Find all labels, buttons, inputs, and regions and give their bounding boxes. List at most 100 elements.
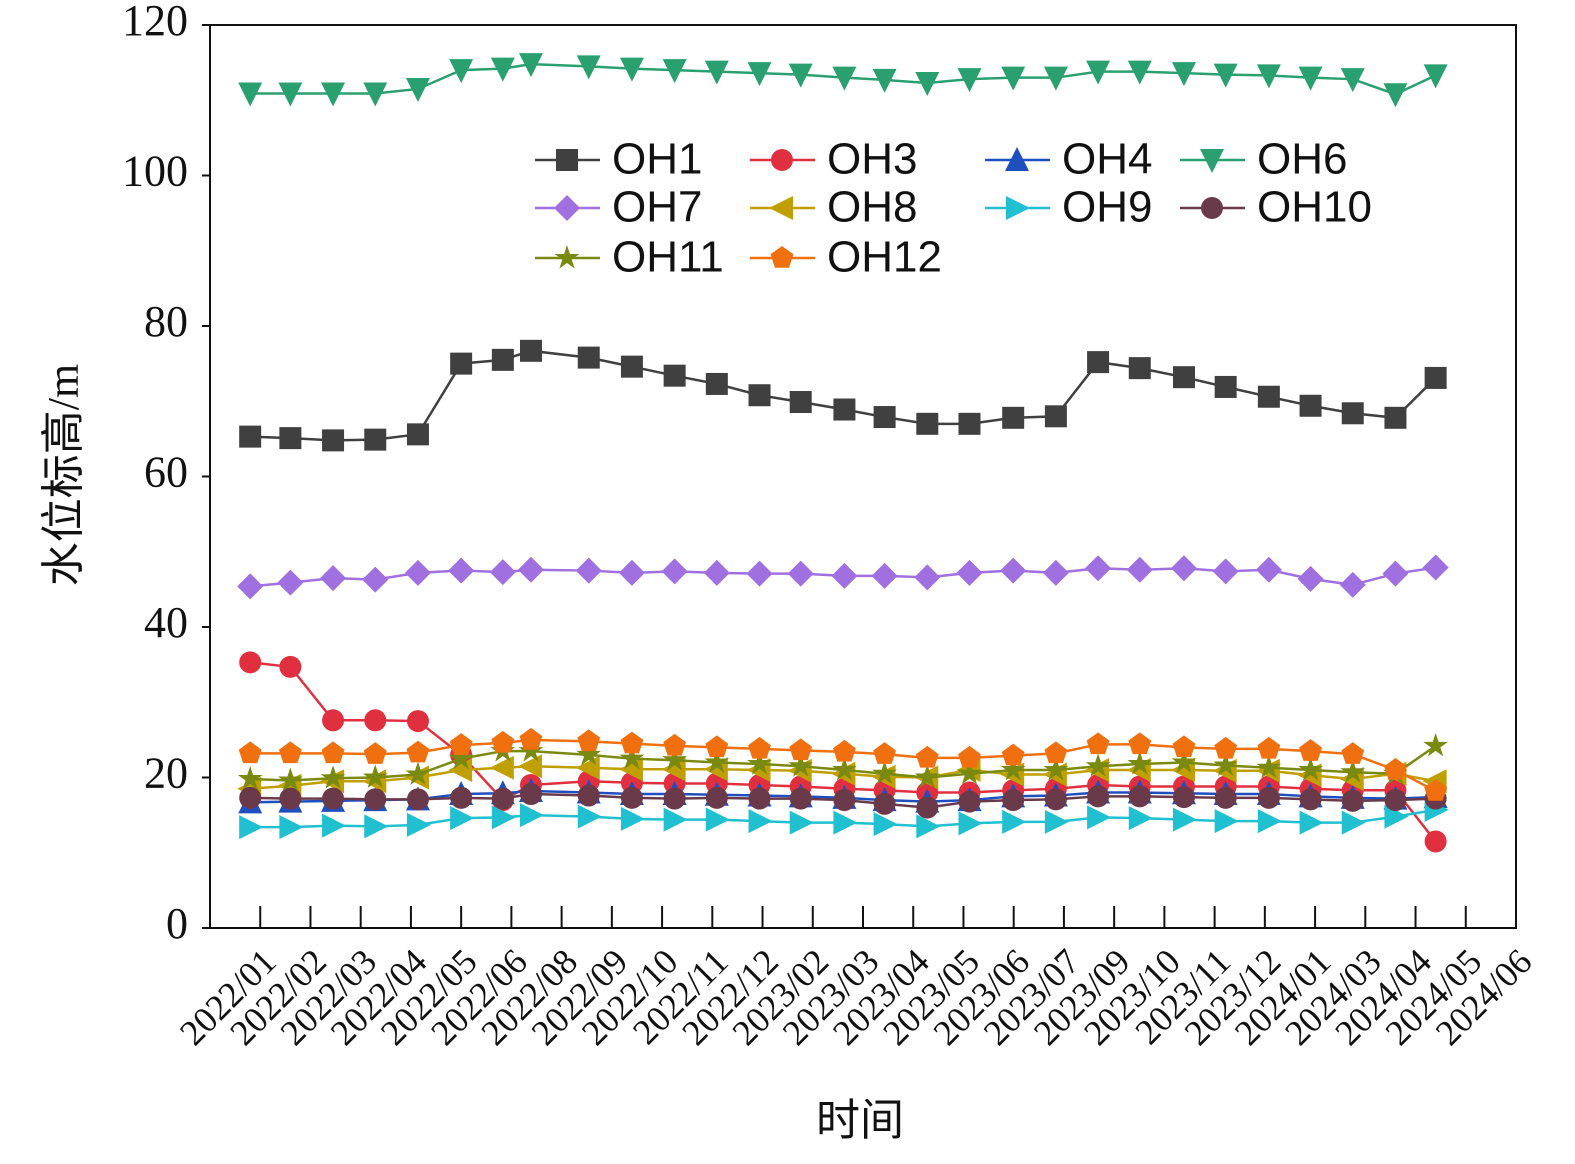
marker [576,741,602,766]
marker [958,811,983,836]
legend-label: OH8 [827,183,917,232]
marker [1087,351,1110,374]
marker [1257,809,1282,834]
marker [957,68,982,93]
marker [554,245,580,269]
marker [364,814,389,839]
marker [1087,785,1110,808]
legend-item: OH9 [985,183,1152,232]
marker [322,813,347,838]
legend-label: OH4 [1062,135,1152,184]
marker [705,372,728,395]
marker [705,786,728,809]
marker [575,557,602,584]
marker [491,730,515,753]
marker [448,745,474,770]
marker [620,786,643,809]
marker [661,558,688,585]
marker [491,787,514,810]
marker [914,564,941,591]
legend-label: OH6 [1257,135,1347,184]
marker [1424,779,1448,801]
legend-label: OH12 [827,233,942,282]
marker [491,805,516,830]
legend-label: OH9 [1062,183,1152,232]
marker [556,149,578,171]
marker [831,562,858,589]
marker [238,741,262,764]
marker [279,427,302,450]
marker [956,559,983,586]
marker [1341,810,1366,835]
marker [620,806,645,831]
marker [1213,752,1239,776]
marker [748,384,771,407]
marker [406,740,430,763]
marker [663,807,688,832]
marker [450,786,473,809]
legend-label: OH7 [612,183,702,232]
marker [279,655,302,678]
marker [1384,406,1407,429]
marker [789,810,814,835]
series [239,339,1447,452]
legend-item: OH7 [535,183,702,232]
marker [404,559,431,586]
marker [1042,559,1069,586]
marker [1201,197,1223,219]
marker [239,425,262,448]
marker [1424,366,1447,389]
marker [363,742,387,764]
marker [1002,809,1027,834]
marker [517,556,544,583]
marker [1382,560,1409,587]
y-tick-label: 80 [144,297,188,346]
legend-label: OH3 [827,135,917,184]
marker [322,787,345,810]
marker [1002,406,1025,429]
marker [405,761,431,786]
marker [1299,810,1324,835]
legend-item: OH11 [535,233,724,282]
marker [1086,732,1110,755]
marker [320,765,346,789]
marker [833,789,856,812]
marker [1341,402,1364,425]
marker [554,195,580,221]
legend-item: OH10 [1180,183,1372,232]
marker [662,59,687,84]
marker [871,562,898,589]
marker [1255,556,1282,583]
marker [449,59,474,84]
marker [321,741,345,764]
marker [1044,809,1069,834]
marker [1256,64,1281,89]
marker [872,68,897,93]
marker [576,55,601,80]
marker [1171,749,1197,773]
legend-item: OH12 [750,233,942,282]
marker [915,745,939,768]
marker [789,738,813,761]
legend-item: OH8 [750,183,917,232]
marker [619,57,644,82]
marker [449,733,473,755]
marker [577,729,601,752]
marker [788,63,813,88]
marker [833,739,856,762]
marker [1043,66,1068,91]
marker [705,807,730,832]
marker [663,787,686,810]
marker [238,82,263,107]
series [238,53,1448,108]
marker [1423,732,1448,757]
marker [748,787,771,810]
marker [1001,66,1026,91]
marker [1128,806,1153,831]
marker [1299,739,1322,761]
legend-item: OH1 [535,135,702,184]
marker [1128,785,1151,808]
marker [239,651,262,674]
marker [1172,735,1196,758]
